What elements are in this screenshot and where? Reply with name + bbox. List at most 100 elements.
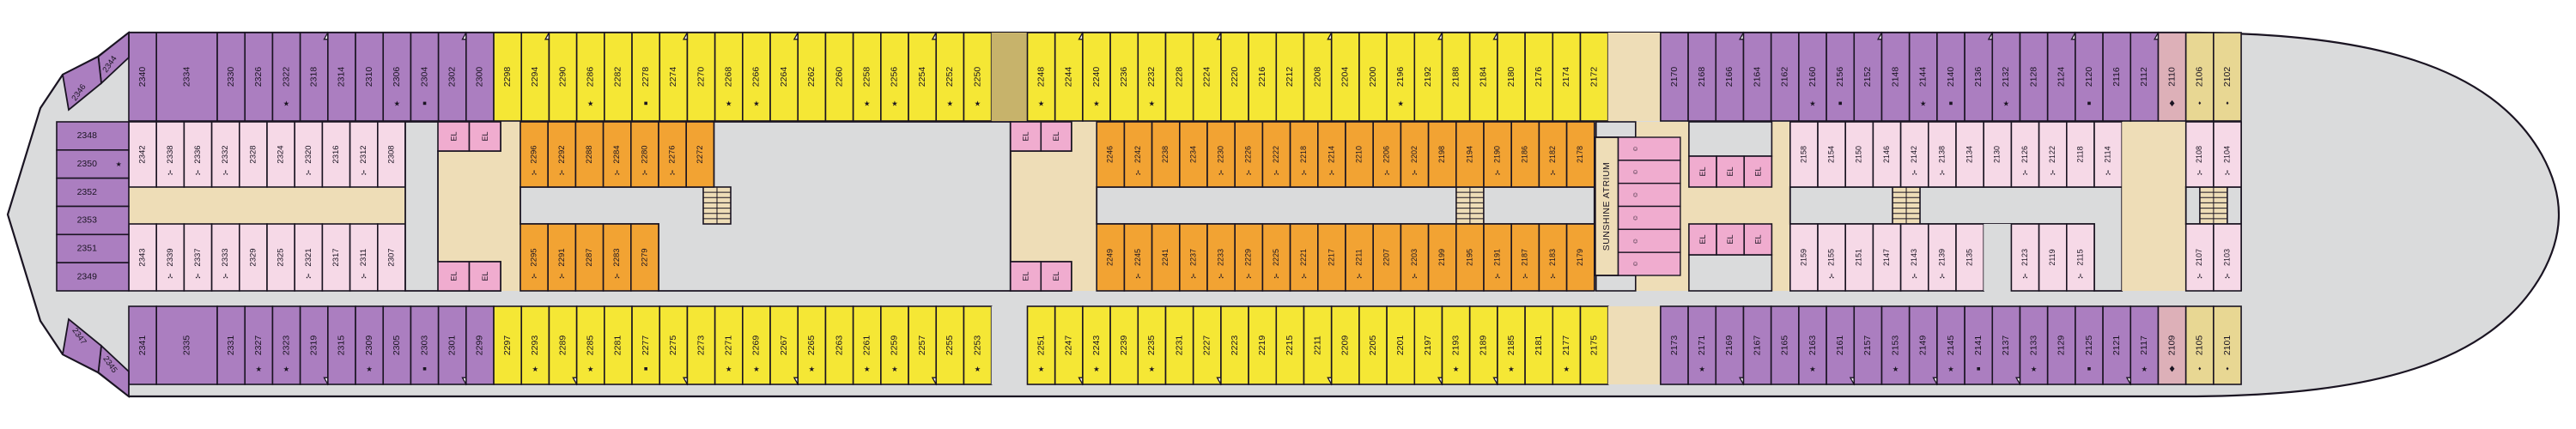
svg-text:2121: 2121 (2111, 335, 2122, 356)
svg-text:2138: 2138 (1937, 146, 1946, 163)
svg-text:2337: 2337 (193, 248, 203, 266)
svg-text:EL: EL (449, 271, 458, 281)
svg-text:2158: 2158 (1799, 146, 1807, 163)
svg-text:☺: ☺ (1632, 191, 1639, 199)
svg-text:SUNSHINE ATRIUM: SUNSHINE ATRIUM (1601, 162, 1612, 251)
svg-text:2223: 2223 (1230, 335, 1240, 356)
svg-text:★: ★ (1920, 99, 1927, 107)
svg-text:2316: 2316 (331, 145, 341, 163)
svg-text:2206: 2206 (1382, 146, 1391, 163)
svg-text:2328: 2328 (248, 145, 258, 163)
svg-text:2224: 2224 (1202, 67, 1212, 88)
svg-text:2168: 2168 (1697, 67, 1707, 88)
svg-text:2134: 2134 (1965, 146, 1973, 163)
svg-text:2306: 2306 (392, 67, 402, 88)
svg-text:2117: 2117 (2139, 335, 2149, 355)
svg-text:★: ★ (587, 99, 594, 107)
svg-text:EL: EL (1052, 131, 1060, 141)
svg-text:2164: 2164 (1752, 67, 1762, 88)
svg-text:2217: 2217 (1327, 249, 1335, 266)
svg-text:2119: 2119 (2048, 249, 2057, 265)
svg-text:2110: 2110 (2166, 67, 2177, 87)
svg-text:2104: 2104 (2222, 146, 2231, 163)
svg-text:2238: 2238 (1161, 146, 1170, 163)
svg-text:2208: 2208 (1312, 67, 1322, 88)
svg-text:2317: 2317 (331, 248, 341, 266)
svg-text:★: ★ (1947, 365, 1954, 373)
svg-text:☺: ☺ (1632, 214, 1639, 221)
svg-text:2263: 2263 (834, 335, 844, 356)
svg-text:2141: 2141 (1973, 335, 1984, 356)
svg-text:2185: 2185 (1506, 335, 1516, 356)
svg-text:2294: 2294 (530, 67, 540, 88)
svg-text:☺: ☺ (1632, 260, 1639, 268)
svg-text:2327: 2327 (253, 335, 264, 356)
svg-text:★: ★ (891, 365, 898, 373)
svg-text:EL: EL (1726, 234, 1735, 244)
svg-text:2256: 2256 (890, 67, 900, 88)
svg-text:2118: 2118 (2075, 146, 2084, 162)
svg-text:2203: 2203 (1410, 249, 1419, 266)
svg-text:2176: 2176 (1534, 67, 1544, 88)
svg-text:2349: 2349 (77, 271, 98, 281)
svg-text:2334: 2334 (181, 67, 191, 88)
svg-text:EL: EL (481, 131, 489, 141)
svg-text:2192: 2192 (1423, 67, 1433, 88)
svg-text:2227: 2227 (1202, 335, 1212, 356)
svg-text:2331: 2331 (226, 335, 236, 356)
svg-text:2211: 2211 (1312, 335, 1322, 355)
svg-text:2108: 2108 (2195, 146, 2203, 163)
svg-text:2130: 2130 (1993, 146, 2002, 163)
svg-text:2255: 2255 (945, 335, 955, 356)
svg-text:2275: 2275 (668, 335, 678, 356)
svg-text:2228: 2228 (1174, 67, 1184, 88)
svg-text:2199: 2199 (1437, 249, 1446, 266)
svg-text:2237: 2237 (1188, 249, 1197, 266)
svg-text:2343: 2343 (138, 248, 148, 266)
svg-text:2246: 2246 (1106, 146, 1115, 163)
svg-text:EL: EL (1753, 234, 1762, 244)
svg-text:2236: 2236 (1119, 67, 1129, 88)
svg-text:2210: 2210 (1354, 146, 1363, 163)
svg-text:2239: 2239 (1119, 335, 1129, 356)
svg-text:2342: 2342 (138, 145, 148, 163)
svg-text:2258: 2258 (862, 67, 872, 88)
svg-text:2305: 2305 (392, 335, 402, 356)
svg-text:2350: 2350 (77, 159, 98, 169)
svg-text:2230: 2230 (1216, 146, 1224, 163)
svg-text:2338: 2338 (166, 145, 175, 163)
svg-text:2101: 2101 (2222, 335, 2233, 356)
svg-text:2253: 2253 (972, 335, 982, 356)
svg-text:2122: 2122 (2048, 146, 2057, 163)
svg-text:2132: 2132 (2001, 67, 2011, 88)
svg-text:★: ★ (2142, 365, 2148, 373)
svg-text:2257: 2257 (917, 335, 927, 356)
svg-text:2249: 2249 (1106, 249, 1115, 266)
svg-text:2234: 2234 (1188, 146, 1197, 163)
svg-text:2172: 2172 (1589, 67, 1599, 88)
svg-text:2312: 2312 (359, 145, 368, 163)
svg-text:2300: 2300 (475, 67, 485, 88)
svg-text:★: ★ (1809, 365, 1816, 373)
svg-text:2207: 2207 (1382, 249, 1391, 266)
svg-text:2265: 2265 (806, 335, 817, 356)
svg-text:2151: 2151 (1855, 249, 1863, 266)
svg-text:2278: 2278 (641, 67, 651, 88)
svg-text:2125: 2125 (2084, 335, 2094, 356)
svg-text:2332: 2332 (221, 145, 230, 163)
svg-text:★: ★ (975, 365, 981, 373)
svg-text:2196: 2196 (1395, 67, 1406, 88)
svg-text:2231: 2231 (1174, 335, 1184, 356)
svg-text:2150: 2150 (1855, 146, 1863, 163)
svg-text:2220: 2220 (1230, 67, 1240, 88)
svg-text:★: ★ (255, 365, 262, 373)
svg-text:2320: 2320 (304, 145, 313, 163)
svg-text:2161: 2161 (1835, 335, 1845, 356)
svg-text:2129: 2129 (2057, 335, 2067, 356)
svg-text:2266: 2266 (751, 67, 762, 88)
svg-text:2178: 2178 (1576, 146, 1584, 163)
svg-text:EL: EL (1022, 131, 1030, 141)
svg-text:2288: 2288 (585, 145, 594, 163)
svg-text:2292: 2292 (557, 145, 567, 163)
svg-text:★: ★ (1564, 365, 1571, 373)
